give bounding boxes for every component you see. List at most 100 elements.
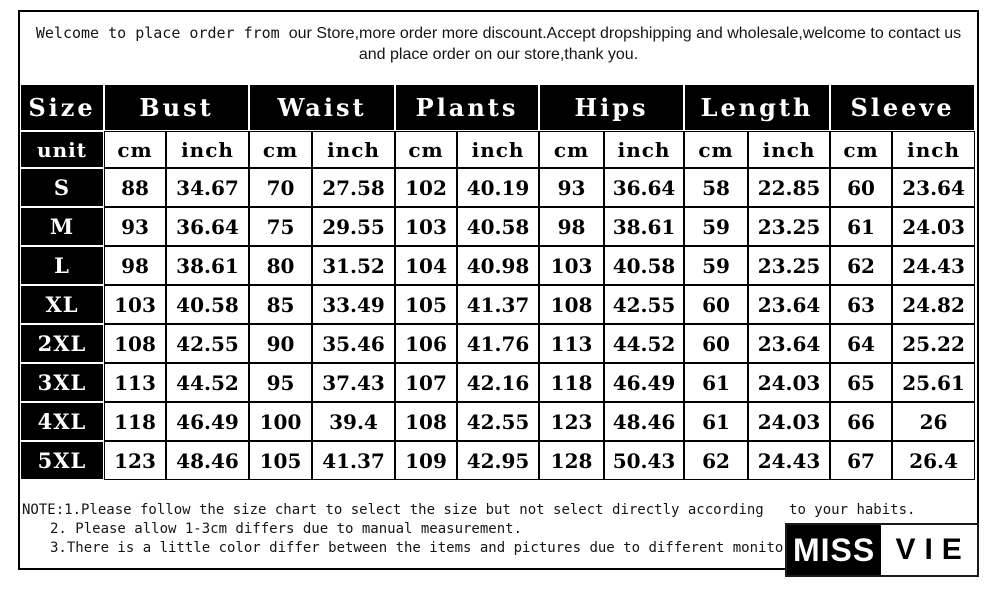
- value-cell: 108: [395, 402, 458, 441]
- value-cell: 100: [249, 402, 312, 441]
- value-cell: 60: [684, 324, 749, 363]
- value-cell: 103: [104, 285, 166, 324]
- value-cell: 36.64: [166, 207, 249, 246]
- value-cell: 104: [395, 246, 458, 285]
- value-cell: 90: [249, 324, 312, 363]
- size-row-xl: XL 103 40.58 85 33.49 105 41.37 108 42.5…: [20, 285, 976, 324]
- value-cell: 108: [104, 324, 166, 363]
- size-label-cell: 2XL: [20, 324, 104, 363]
- value-cell: 42.95: [457, 441, 540, 480]
- value-cell: 128: [539, 441, 605, 480]
- size-label-cell: L: [20, 246, 104, 285]
- size-label-cell: XL: [20, 285, 104, 324]
- value-cell: 105: [395, 285, 458, 324]
- value-cell: 113: [539, 324, 605, 363]
- unit-label-cell: unit: [20, 131, 104, 168]
- unit-row: unit cm inch cm inch cm inch cm inch cm …: [20, 131, 976, 168]
- size-row-2xl: 2XL 108 42.55 90 35.46 106 41.76 113 44.…: [20, 324, 976, 363]
- value-cell: 44.52: [604, 324, 685, 363]
- value-cell: 24.03: [892, 207, 976, 246]
- value-cell: 88: [104, 168, 166, 207]
- value-cell: 118: [539, 363, 605, 402]
- value-cell: 44.52: [166, 363, 249, 402]
- value-cell: 46.49: [604, 363, 685, 402]
- size-row-l: L 98 38.61 80 31.52 104 40.98 103 40.58 …: [20, 246, 976, 285]
- value-cell: 48.46: [166, 441, 249, 480]
- value-cell: 62: [830, 246, 893, 285]
- value-cell: 61: [684, 402, 749, 441]
- note-line-3: 3.There is a little color differ between…: [50, 540, 809, 556]
- unit-cell: inch: [604, 131, 685, 168]
- value-cell: 103: [395, 207, 458, 246]
- value-cell: 93: [539, 168, 605, 207]
- header-size: Size: [20, 84, 104, 131]
- value-cell: 48.46: [604, 402, 685, 441]
- value-cell: 23.25: [748, 207, 831, 246]
- note-line-2: 2. Please allow 1-3cm differs due to man…: [50, 521, 523, 537]
- notes-section: NOTE:1.Please follow the size chart to s…: [20, 501, 977, 558]
- value-cell: 40.58: [457, 207, 540, 246]
- unit-cell: cm: [684, 131, 749, 168]
- brand-logo: MISS VIE: [785, 523, 979, 577]
- value-cell: 42.55: [457, 402, 540, 441]
- value-cell: 64: [830, 324, 893, 363]
- value-cell: 40.58: [166, 285, 249, 324]
- value-cell: 38.61: [604, 207, 685, 246]
- content-frame: Welcome to place order from our Store,mo…: [18, 10, 979, 570]
- value-cell: 113: [104, 363, 166, 402]
- size-label-cell: 4XL: [20, 402, 104, 441]
- header-bust: Bust: [104, 84, 249, 131]
- value-cell: 24.82: [892, 285, 976, 324]
- value-cell: 70: [249, 168, 312, 207]
- size-row-m: M 93 36.64 75 29.55 103 40.58 98 38.61 5…: [20, 207, 976, 246]
- unit-cell: inch: [457, 131, 540, 168]
- value-cell: 63: [830, 285, 893, 324]
- value-cell: 109: [395, 441, 458, 480]
- value-cell: 46.49: [166, 402, 249, 441]
- value-cell: 33.49: [312, 285, 396, 324]
- value-cell: 42.55: [604, 285, 685, 324]
- value-cell: 38.61: [166, 246, 249, 285]
- value-cell: 41.37: [457, 285, 540, 324]
- value-cell: 23.25: [748, 246, 831, 285]
- value-cell: 29.55: [312, 207, 396, 246]
- brand-logo-secondary: VIE: [895, 533, 971, 566]
- value-cell: 42.55: [166, 324, 249, 363]
- value-cell: 123: [104, 441, 166, 480]
- value-cell: 24.43: [892, 246, 976, 285]
- value-cell: 34.67: [166, 168, 249, 207]
- header-hips: Hips: [539, 84, 685, 131]
- unit-cell: cm: [395, 131, 458, 168]
- value-cell: 41.37: [312, 441, 396, 480]
- value-cell: 25.61: [892, 363, 976, 402]
- value-cell: 24.43: [748, 441, 831, 480]
- value-cell: 31.52: [312, 246, 396, 285]
- value-cell: 26.4: [892, 441, 976, 480]
- size-row-s: S 88 34.67 70 27.58 102 40.19 93 36.64 5…: [20, 168, 976, 207]
- size-label-cell: S: [20, 168, 104, 207]
- value-cell: 107: [395, 363, 458, 402]
- value-cell: 65: [830, 363, 893, 402]
- welcome-line-1-lead: Welcome to place order from: [35, 24, 289, 42]
- value-cell: 108: [539, 285, 605, 324]
- unit-cell: inch: [748, 131, 831, 168]
- size-row-3xl: 3XL 113 44.52 95 37.43 107 42.16 118 46.…: [20, 363, 976, 402]
- value-cell: 60: [684, 285, 749, 324]
- value-cell: 98: [104, 246, 166, 285]
- value-cell: 103: [539, 246, 605, 285]
- unit-cell: cm: [539, 131, 605, 168]
- value-cell: 59: [684, 246, 749, 285]
- welcome-line-1-rest: our Store,more order more discount.Accep…: [288, 25, 962, 42]
- size-chart-table: Size Bust Waist Plants Hips Length Sleev…: [20, 84, 976, 480]
- value-cell: 23.64: [748, 285, 831, 324]
- unit-cell: cm: [249, 131, 312, 168]
- value-cell: 24.03: [748, 402, 831, 441]
- welcome-line-2: and place order on our store,thank you.: [358, 46, 639, 63]
- value-cell: 85: [249, 285, 312, 324]
- value-cell: 35.46: [312, 324, 396, 363]
- value-cell: 102: [395, 168, 458, 207]
- value-cell: 118: [104, 402, 166, 441]
- value-cell: 123: [539, 402, 605, 441]
- value-cell: 105: [249, 441, 312, 480]
- value-cell: 50.43: [604, 441, 685, 480]
